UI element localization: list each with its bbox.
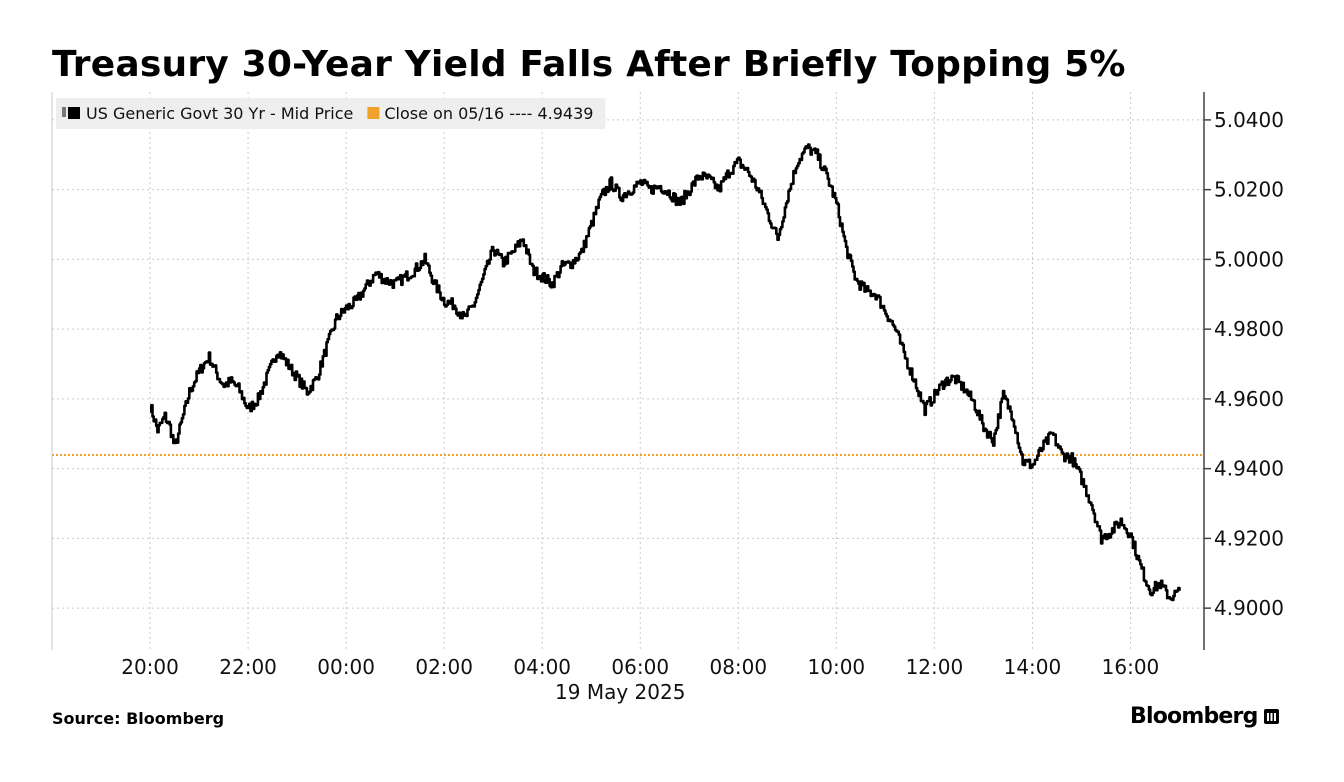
y-tick-label: 4.9000 xyxy=(1214,596,1284,620)
legend-reference-swatch xyxy=(367,107,380,119)
legend-reference-label: Close on 05/16 ---- 4.9439 xyxy=(384,104,593,123)
y-tick-label: 4.9800 xyxy=(1214,317,1284,341)
y-tick-label: 4.9600 xyxy=(1214,387,1284,411)
legend-series-swatch xyxy=(68,107,80,119)
legend-item-series: US Generic Govt 30 Yr - Mid Price xyxy=(62,104,353,123)
x-tick-label: 22:00 xyxy=(219,655,277,679)
x-tick-label: 14:00 xyxy=(1004,655,1062,679)
x-tick-label: 02:00 xyxy=(415,655,473,679)
series-line xyxy=(150,143,1181,602)
y-tick-label: 5.0400 xyxy=(1214,108,1284,132)
x-tick-label: 20:00 xyxy=(121,655,179,679)
legend-series-label: US Generic Govt 30 Yr - Mid Price xyxy=(86,104,353,123)
x-tick-label: 06:00 xyxy=(611,655,669,679)
x-tick-label: 12:00 xyxy=(906,655,964,679)
legend-item-reference: Close on 05/16 ---- 4.9439 xyxy=(367,104,593,123)
x-tick-label: 08:00 xyxy=(709,655,767,679)
legend-series-bar-icon xyxy=(62,107,66,117)
y-tick-label: 5.0200 xyxy=(1214,178,1284,202)
bloomberg-wordmark: Bloomberg xyxy=(1130,704,1258,729)
bloomberg-terminal-icon xyxy=(1263,709,1279,724)
legend: US Generic Govt 30 Yr - Mid Price Close … xyxy=(56,98,606,129)
x-tick-label: 00:00 xyxy=(317,655,375,679)
chart-title: Treasury 30-Year Yield Falls After Brief… xyxy=(52,44,1126,85)
bloomberg-logo: Bloomberg xyxy=(1130,704,1279,729)
x-tick-label: 04:00 xyxy=(513,655,571,679)
x-axis: 20:00 22:00 00:00 02:00 04:00 06:00 08:00 10:00… xyxy=(121,655,1159,679)
grid xyxy=(52,92,1204,650)
y-tick-label: 4.9400 xyxy=(1214,457,1284,481)
y-axis: 4.9000 4.9200 4.9400 4.9600 4.9800 5.0000 5.02… xyxy=(1204,108,1284,620)
x-tick-label: 16:00 xyxy=(1102,655,1160,679)
x-tick-label: 10:00 xyxy=(808,655,866,679)
source-note: Source: Bloomberg xyxy=(52,709,225,728)
x-axis-date-label: 19 May 2025 xyxy=(555,680,685,704)
legend-background xyxy=(56,98,606,129)
y-tick-label: 5.0000 xyxy=(1214,247,1284,271)
y-tick-label: 4.9200 xyxy=(1214,526,1284,550)
